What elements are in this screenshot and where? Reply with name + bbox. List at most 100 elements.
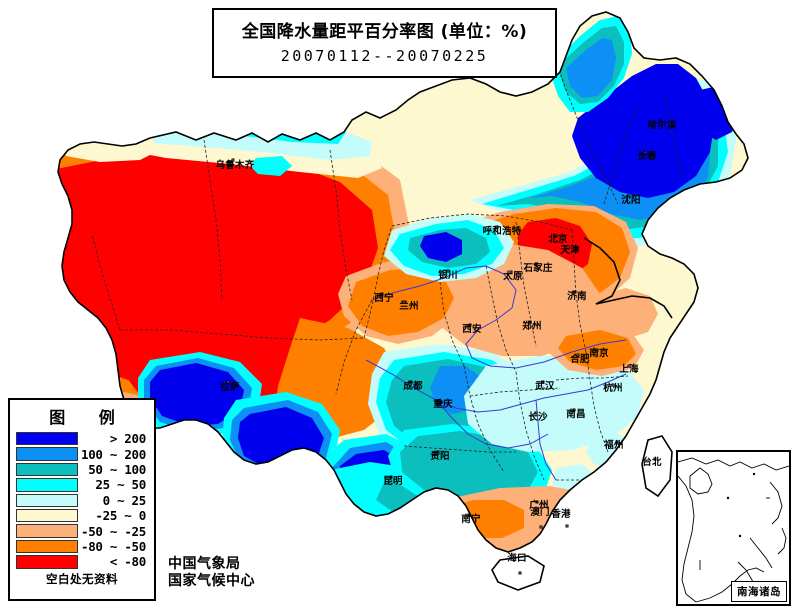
city-label: 杭州 <box>603 383 623 394</box>
city-label: 南京 <box>589 348 609 359</box>
city-marker <box>509 270 513 274</box>
city-label: 广州 <box>529 500 549 511</box>
city-label: 长沙 <box>528 412 548 423</box>
legend-label: -25 ~ 0 <box>95 508 146 524</box>
inset-label: 南海诸岛 <box>731 581 787 602</box>
city-marker <box>226 380 230 384</box>
city-marker <box>541 380 545 384</box>
page-title: 全国降水量距平百分率图 (单位：%) <box>241 22 528 42</box>
legend-label: -80 ~ -50 <box>80 538 146 554</box>
legend-swatch <box>16 493 78 507</box>
city-label: 西宁 <box>374 293 394 304</box>
city-label: 成都 <box>403 381 423 392</box>
legend-swatch <box>16 524 78 538</box>
south-china-sea-inset: 南海诸岛 <box>676 450 791 606</box>
legend-row: -25 ~ 0 <box>10 508 154 523</box>
legend-swatch <box>16 539 78 554</box>
city-label: 澳门 <box>530 507 550 518</box>
city-marker <box>566 245 570 249</box>
city-marker <box>554 234 558 238</box>
city-marker <box>402 300 406 304</box>
city-label: 上海 <box>619 364 639 375</box>
legend-swatch <box>16 555 78 569</box>
city-marker <box>534 411 538 415</box>
credit-block: 中国气象局 国家气候中心 <box>168 556 255 590</box>
city-label: 乌鲁木齐 <box>215 160 255 171</box>
city-label: 沈阳 <box>621 195 641 206</box>
city-marker <box>534 262 538 266</box>
city-marker <box>643 150 647 154</box>
legend-rows: > 200 100 ~ 200 50 ~ 100 25 ~ 50 0 ~ 25 -25 ~… <box>10 431 154 570</box>
city-marker <box>468 323 472 327</box>
legend-row: 50 ~ 100 <box>10 462 154 477</box>
credit-line-2: 国家气候中心 <box>168 573 255 589</box>
city-marker <box>653 457 657 461</box>
city-label: 哈尔滨 <box>647 120 677 131</box>
city-label: 合肥 <box>570 354 590 365</box>
legend-row: > 200 <box>10 431 154 446</box>
national-border <box>57 11 749 591</box>
legend-label: 0 ~ 25 <box>102 492 147 508</box>
city-label: 太原 <box>503 271 523 282</box>
city-label: 贵阳 <box>430 451 450 462</box>
legend-row: 25 ~ 50 <box>10 477 154 492</box>
city-label: 重庆 <box>433 399 453 410</box>
legend-row: -50 ~ -25 <box>10 523 154 539</box>
city-marker <box>467 513 471 517</box>
city-label: 兰州 <box>399 301 419 312</box>
date-range: 20070112--20070225 <box>280 47 489 65</box>
city-label: 长春 <box>637 151 657 162</box>
city-marker <box>573 290 577 294</box>
legend: 图 例 > 200 100 ~ 200 50 ~ 100 25 ~ 50 0 ~ 25-… <box>8 398 156 601</box>
city-marker <box>535 500 539 504</box>
city-label: 台北 <box>642 457 662 468</box>
legend-swatch <box>16 447 78 461</box>
title-box: 全国降水量距平百分率图 (单位：%) 20070112--20070225 <box>212 8 557 78</box>
city-marker <box>595 348 599 352</box>
legend-label: < -80 <box>109 554 146 570</box>
rivers <box>365 265 627 481</box>
city-marker <box>572 408 576 412</box>
legend-label: 100 ~ 200 <box>80 446 146 462</box>
city-label: 拉萨 <box>220 382 240 393</box>
city-label: 香港 <box>551 509 571 520</box>
legend-swatch <box>16 478 78 492</box>
legend-row: -80 ~ -50 <box>10 539 154 554</box>
legend-label: 50 ~ 100 <box>88 461 146 477</box>
city-marker <box>615 440 619 444</box>
city-marker <box>446 269 450 273</box>
city-marker <box>439 400 443 404</box>
city-marker <box>389 475 393 479</box>
city-label: 石家庄 <box>523 263 553 274</box>
city-label: 南昌 <box>566 409 586 420</box>
legend-row: 100 ~ 200 <box>10 446 154 462</box>
city-label: 银川 <box>438 270 458 281</box>
city-label: 南宁 <box>461 514 481 525</box>
city-label: 福州 <box>604 440 624 451</box>
city-label: 西安 <box>462 324 482 335</box>
city-marker <box>518 571 522 575</box>
city-marker <box>436 450 440 454</box>
inset-svg <box>678 457 789 603</box>
province-borders <box>91 59 685 481</box>
city-marker <box>539 525 543 529</box>
legend-label: 25 ~ 50 <box>95 477 146 493</box>
city-label: 武汉 <box>535 381 555 392</box>
city-marker <box>528 320 532 324</box>
city-marker <box>231 158 235 162</box>
city-label: 郑州 <box>522 321 542 332</box>
city-label: 呼和浩特 <box>482 226 522 237</box>
city-label: 昆明 <box>383 476 403 487</box>
legend-title: 图 例 <box>49 408 129 427</box>
legend-row: 0 ~ 25 <box>10 493 154 508</box>
legend-note: 空白处无资料 <box>46 571 118 586</box>
city-marker <box>658 119 662 123</box>
city-label: 北京 <box>548 234 568 245</box>
city-marker <box>576 353 580 357</box>
island-dots <box>726 472 756 538</box>
city-label: 天津 <box>560 245 580 256</box>
city-marker <box>627 364 631 368</box>
legend-label: > 200 <box>109 431 146 447</box>
